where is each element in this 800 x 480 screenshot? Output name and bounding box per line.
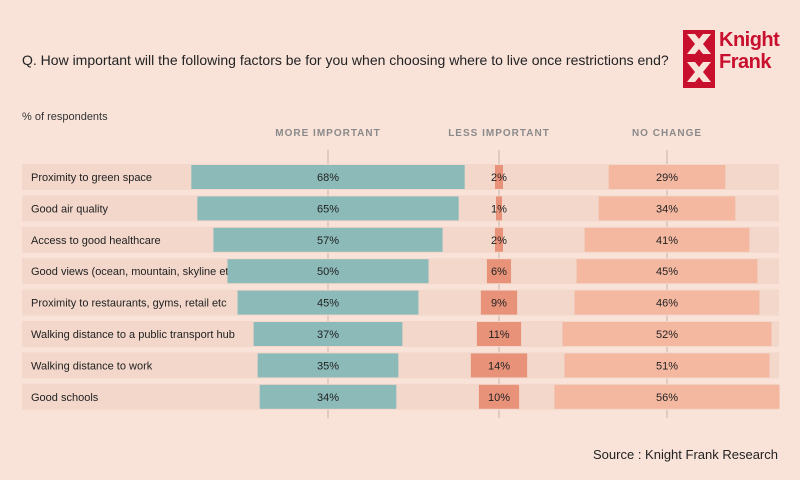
data-label-more-important: 57% [317, 235, 339, 247]
knight-frank-logo: Knight Frank [683, 29, 783, 94]
data-label-no-change: 45% [656, 266, 678, 278]
bar-no-change [576, 259, 758, 284]
bar-less-important [494, 165, 504, 189]
data-label-more-important: 68% [317, 172, 339, 184]
data-label-no-change: 34% [656, 203, 678, 215]
bar-more-important [213, 227, 443, 252]
category-label: Access to good healthcare [31, 235, 161, 247]
data-label-less-important: 1% [491, 203, 507, 215]
legend-less-important: LESS IMPORTANT [448, 128, 550, 139]
bar-less-important [476, 322, 522, 346]
bar-no-change [598, 196, 736, 221]
data-label-no-change: 51% [656, 360, 678, 372]
data-label-less-important: 2% [491, 235, 507, 247]
bar-more-important [237, 290, 419, 315]
data-label-no-change: 29% [656, 172, 678, 184]
data-label-more-important: 37% [317, 329, 339, 341]
logo-line-1: Knight [719, 29, 780, 51]
data-label-less-important: 10% [488, 392, 510, 404]
bar-more-important [227, 259, 429, 284]
bar-less-important [470, 353, 528, 378]
data-label-more-important: 45% [317, 298, 339, 310]
logo-text: Knight Frank [719, 29, 780, 73]
data-label-more-important: 34% [317, 392, 339, 404]
bar-less-important [494, 227, 504, 252]
source-note: Source : Knight Frank Research [593, 447, 778, 462]
legend-no-change: NO CHANGE [631, 128, 703, 139]
bar-more-important [259, 384, 397, 409]
category-label: Good air quality [31, 203, 109, 215]
bar-more-important [257, 353, 399, 378]
data-label-less-important: 6% [491, 266, 507, 278]
bar-less-important [486, 259, 512, 284]
question-title: Q. How important will the following fact… [22, 52, 669, 68]
category-label: Walking distance to a public transport h… [31, 329, 235, 341]
knight-frank-logo-icon [683, 30, 715, 88]
data-label-more-important: 50% [317, 266, 339, 278]
bar-no-change [554, 384, 780, 409]
data-label-less-important: 11% [488, 329, 509, 341]
bar-more-important [191, 165, 465, 189]
data-label-no-change: 46% [656, 298, 678, 310]
bar-less-important [480, 290, 518, 315]
bar-no-change [608, 165, 726, 189]
bar-no-change [564, 353, 770, 378]
category-label: Good schools [31, 392, 99, 404]
bar-no-change [562, 322, 772, 346]
bar-more-important [197, 196, 459, 221]
bar-no-change [584, 227, 750, 252]
chart-subtitle: % of respondents [22, 111, 108, 123]
bar-less-important [496, 196, 502, 221]
category-label: Good views (ocean, mountain, skyline etc… [31, 266, 238, 278]
logo-line-2: Frank [719, 51, 771, 73]
legend-more-important: MORE IMPORTANT [275, 128, 381, 139]
data-label-less-important: 14% [488, 360, 510, 372]
data-label-no-change: 52% [656, 329, 678, 341]
data-label-no-change: 56% [656, 392, 678, 404]
bar-more-important [253, 322, 403, 346]
data-label-more-important: 35% [317, 360, 339, 372]
category-label: Proximity to green space [31, 172, 152, 184]
data-label-no-change: 41% [656, 235, 678, 247]
data-label-less-important: 2% [491, 172, 507, 184]
category-label: Walking distance to work [31, 360, 153, 372]
category-label: Proximity to restaurants, gyms, retail e… [31, 298, 227, 310]
data-label-more-important: 65% [317, 203, 339, 215]
bar-no-change [574, 290, 760, 315]
data-label-less-important: 9% [491, 298, 507, 310]
bar-less-important [478, 384, 520, 409]
